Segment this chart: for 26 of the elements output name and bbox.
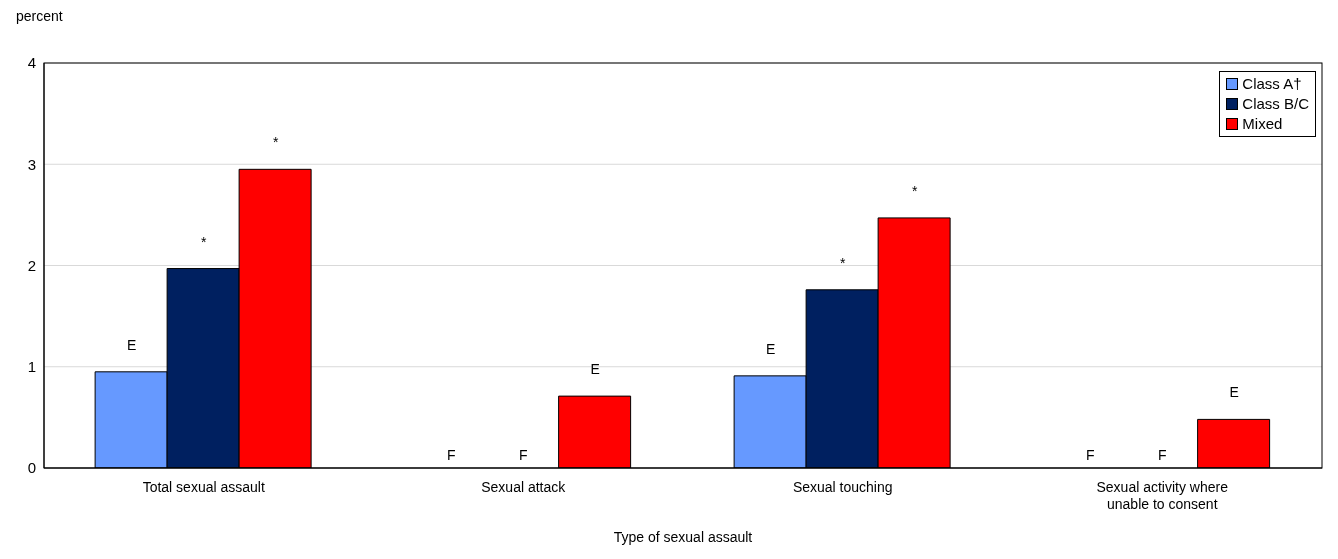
data-label: E <box>127 336 137 353</box>
legend-label: Class B/C <box>1242 94 1309 114</box>
text: F <box>518 447 528 463</box>
text: F <box>446 447 456 463</box>
x-tick-label: Total sexual assault <box>142 479 265 495</box>
data-label: * <box>273 134 280 151</box>
y-tick-label: 3 <box>27 155 36 173</box>
legend-label: Mixed <box>1242 114 1283 134</box>
x-axis-title: Type of sexual assault <box>613 529 753 545</box>
data-label: * <box>840 254 847 271</box>
x-tick-label: Sexual attack <box>481 479 567 495</box>
x-tick-label: Sexual touching <box>792 479 893 495</box>
data-label: E <box>590 361 600 378</box>
y-axis-title: percent <box>16 8 63 24</box>
text: F <box>1157 447 1167 463</box>
data-label: * <box>201 233 208 250</box>
y-tick-label: 0 <box>27 459 36 477</box>
y-tick-label: 2 <box>27 256 36 274</box>
y-tick-label: 4 <box>27 54 36 72</box>
legend-label: Class A† <box>1242 74 1302 94</box>
y-tick-label: 1 <box>27 358 36 376</box>
data-label: E <box>1229 384 1239 401</box>
x-tick-label: Sexual activity where unable to consent <box>1096 479 1229 512</box>
data-label: E <box>766 340 776 357</box>
text: F <box>1085 447 1095 463</box>
data-label: * <box>912 182 919 199</box>
